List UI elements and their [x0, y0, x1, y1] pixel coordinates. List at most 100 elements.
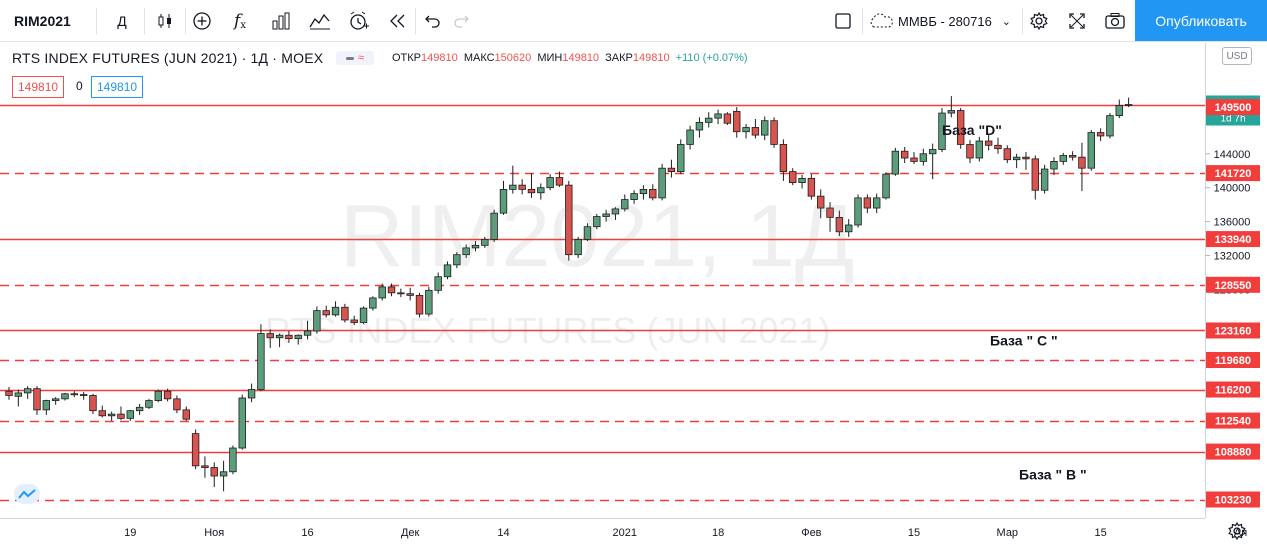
candle-body — [369, 297, 377, 309]
candle-body — [154, 390, 162, 401]
interval-button[interactable]: Д — [117, 13, 127, 29]
candle — [397, 288, 405, 298]
symbol-search-button[interactable]: RIM2021 — [14, 13, 71, 29]
candles-style-icon[interactable] — [150, 6, 180, 36]
undo-icon[interactable] — [420, 6, 446, 36]
candle-body — [350, 319, 358, 323]
axis-settings-gear-icon[interactable] — [1227, 521, 1247, 541]
candle-body — [135, 406, 144, 412]
level-price-label[interactable] — [1206, 231, 1260, 248]
candle — [817, 189, 825, 219]
price-tick-label: 140000 — [1214, 183, 1251, 195]
series-title[interactable]: RTS INDEX FUTURES (JUN 2021) · 1Д · MOEX — [12, 50, 324, 66]
base-annotation-label[interactable]: База "D" — [942, 122, 1002, 138]
candle-body — [705, 117, 713, 123]
candle-body — [509, 184, 517, 190]
level-price-label[interactable] — [1206, 491, 1260, 508]
financials-bars-icon[interactable] — [266, 6, 296, 36]
candle — [173, 395, 181, 414]
tradingview-logo-icon[interactable] — [14, 484, 40, 504]
level-price-value: 103230 — [1215, 495, 1252, 507]
candle-body — [835, 216, 844, 233]
candle — [247, 383, 256, 403]
candle — [546, 174, 554, 191]
candle — [928, 143, 937, 180]
candle — [481, 236, 489, 248]
toolbar-divider — [1022, 8, 1023, 34]
candle-body — [565, 184, 573, 256]
candle — [1059, 152, 1067, 165]
currency-badge[interactable]: USD — [1222, 47, 1252, 65]
candle-body — [1124, 104, 1133, 106]
candle — [583, 223, 592, 242]
base-annotation-label[interactable]: База " B " — [1019, 466, 1087, 482]
level-price-label[interactable] — [1206, 276, 1260, 293]
level-price-value: 141720 — [1215, 168, 1252, 180]
candle — [593, 213, 601, 230]
publish-button[interactable]: Опубликовать — [1135, 0, 1267, 41]
camera-snapshot-icon[interactable] — [1100, 6, 1130, 36]
fullscreen-select-icon[interactable] — [830, 6, 856, 36]
level-price-label[interactable] — [1206, 412, 1260, 429]
candle-body — [1115, 105, 1123, 117]
candle-body — [807, 177, 816, 197]
base-annotation-label[interactable]: База " C " — [990, 332, 1058, 348]
candle — [919, 148, 928, 166]
replay-rewind-icon[interactable] — [382, 6, 412, 36]
candle — [210, 462, 218, 488]
candle — [61, 392, 69, 401]
candle-body — [42, 400, 51, 411]
candle — [1031, 155, 1039, 200]
candle — [1050, 157, 1058, 175]
settings-gear-icon[interactable] — [1026, 6, 1052, 36]
candle — [649, 184, 657, 201]
level-price-label[interactable] — [1206, 322, 1260, 339]
candle — [387, 283, 396, 297]
candle-body — [275, 334, 284, 339]
add-indicator-icon[interactable] — [188, 6, 216, 36]
legend-visibility-toggle[interactable]: ≈ — [336, 51, 374, 65]
candle — [658, 163, 666, 201]
candle-body — [107, 413, 116, 417]
alert-clock-icon[interactable] — [344, 6, 374, 36]
candle — [294, 334, 302, 345]
level-price-label[interactable] — [1206, 165, 1260, 182]
candle — [686, 125, 694, 150]
candle-body — [574, 239, 582, 256]
level-price-label[interactable] — [1206, 352, 1260, 369]
candle — [966, 140, 974, 164]
level-price-label[interactable] — [1206, 381, 1260, 398]
candle — [537, 183, 545, 200]
candle — [770, 117, 778, 148]
candle-body — [313, 310, 321, 332]
candle — [443, 261, 452, 280]
candle-body — [733, 110, 741, 133]
candle-body — [1050, 161, 1058, 170]
candle — [891, 147, 900, 176]
level-price-label[interactable] — [1206, 443, 1260, 460]
candle — [555, 171, 564, 187]
candle-body — [602, 213, 610, 217]
candle-body — [182, 409, 190, 420]
candle-body — [966, 144, 974, 159]
candle — [322, 305, 330, 318]
candle-body — [266, 333, 274, 339]
buy-price-box[interactable]: 149810 — [91, 76, 144, 98]
candle — [807, 174, 816, 200]
level-price-label[interactable] — [1206, 99, 1260, 116]
fullscreen-icon[interactable] — [1064, 6, 1090, 36]
candle-body — [593, 216, 601, 228]
sell-price-box[interactable]: 149810 — [12, 76, 65, 98]
candle-body — [817, 195, 825, 209]
candle-body — [975, 140, 984, 159]
redo-icon[interactable] — [448, 6, 474, 36]
candle — [42, 399, 51, 415]
candle — [219, 460, 228, 492]
candle-body — [779, 144, 788, 172]
cloud-layout-button[interactable]: ММВБ - 280716 ⌄ — [868, 6, 1018, 36]
compare-chart-icon[interactable] — [305, 6, 335, 36]
time-axis-label: 19 — [124, 527, 136, 539]
candle — [1078, 142, 1086, 192]
